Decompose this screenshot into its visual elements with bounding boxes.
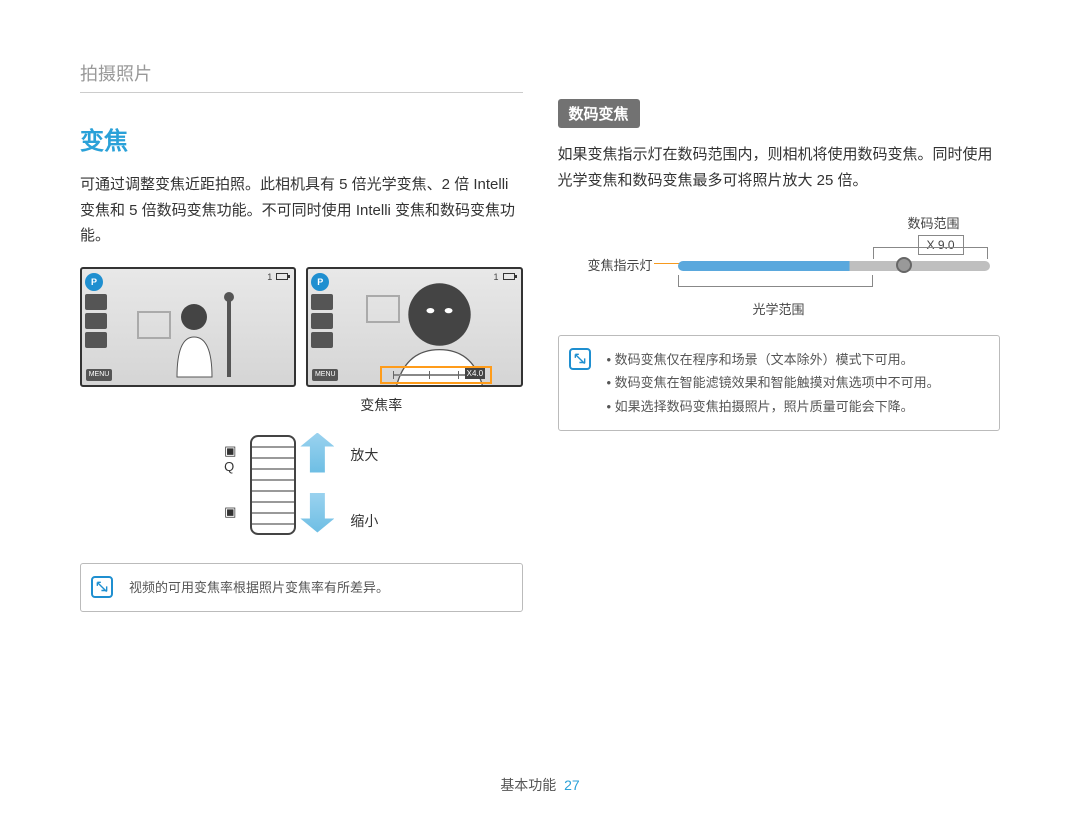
- menu-button: MENU: [86, 369, 112, 381]
- callout-highlight: [380, 366, 492, 384]
- icon-box: [85, 313, 107, 329]
- icon-box: [311, 294, 333, 310]
- camera-screen-wide: P MENU 1: [80, 267, 296, 387]
- digital-zoom-badge: 数码变焦: [558, 99, 640, 128]
- camera-screenshots: P MENU 1 P: [80, 267, 523, 387]
- optical-bracket: [678, 275, 873, 287]
- mode-p-icon: P: [311, 273, 329, 291]
- note-text: 视频的可用变焦率根据照片变焦率有所差异。: [129, 580, 389, 595]
- battery-icon: [276, 273, 288, 280]
- breadcrumb: 拍摄照片: [80, 60, 523, 93]
- digital-range-label: 数码范围: [908, 213, 960, 232]
- zoom-range-diagram: 变焦指示灯 数码范围 X 9.0 光学范围: [588, 213, 1001, 323]
- note-box-left: 视频的可用变焦率根据照片变焦率有所差异。: [80, 563, 523, 612]
- counter: 1: [267, 272, 272, 282]
- zoom-slider-knob: [896, 257, 912, 273]
- note-icon: [91, 576, 113, 598]
- callout-line: [654, 263, 680, 264]
- focus-square: [137, 311, 171, 339]
- note-icon: [569, 348, 591, 370]
- zoom-rate-label: 变焦率: [240, 395, 523, 415]
- optical-range-label: 光学范围: [753, 299, 805, 318]
- w-icon: ▣: [224, 504, 236, 520]
- indicator-label: 变焦指示灯: [588, 255, 653, 274]
- note-item: 如果选择数码变焦拍摄照片，照片质量可能会下降。: [607, 395, 986, 418]
- section-title-zoom: 变焦: [80, 121, 523, 156]
- digital-bracket: [873, 247, 988, 259]
- arrow-down-icon: [300, 493, 334, 533]
- zoom-intro-text: 可通过调整变焦近距拍照。此相机具有 5 倍光学变焦、2 倍 Intelli 变焦…: [80, 172, 523, 249]
- zoom-range-bar: [678, 261, 991, 271]
- footer-section: 基本功能: [500, 777, 556, 793]
- icon-box: [85, 332, 107, 348]
- page-number: 27: [564, 777, 580, 793]
- icon-box: [311, 332, 333, 348]
- menu-button: MENU: [312, 369, 338, 381]
- focus-square: [366, 295, 400, 323]
- mode-p-icon: P: [85, 273, 103, 291]
- icon-box: [85, 294, 107, 310]
- digital-zoom-text: 如果变焦指示灯在数码范围内，则相机将使用数码变焦。同时使用光学变焦和数码变焦最多…: [558, 142, 1001, 193]
- zoom-control-diagram: ▣Q ▣ 放大 缩小: [80, 435, 523, 535]
- t-icon: ▣Q: [224, 443, 236, 474]
- zoom-wheel: [250, 435, 296, 535]
- arrow-up-icon: [300, 433, 334, 473]
- note-item: 数码变焦在智能滤镜效果和智能触摸对焦选项中不可用。: [607, 371, 986, 394]
- camera-screen-zoomed: P MENU 1: [306, 267, 522, 387]
- icon-box: [311, 313, 333, 329]
- note-box-right: 数码变焦仅在程序和场景（文本除外）模式下可用。 数码变焦在智能滤镜效果和智能触摸…: [558, 335, 1001, 431]
- page-footer: 基本功能 27: [0, 775, 1080, 795]
- zoom-in-label: 放大: [350, 445, 378, 465]
- note-item: 数码变焦仅在程序和场景（文本除外）模式下可用。: [607, 348, 986, 371]
- zoom-out-label: 缩小: [350, 511, 378, 531]
